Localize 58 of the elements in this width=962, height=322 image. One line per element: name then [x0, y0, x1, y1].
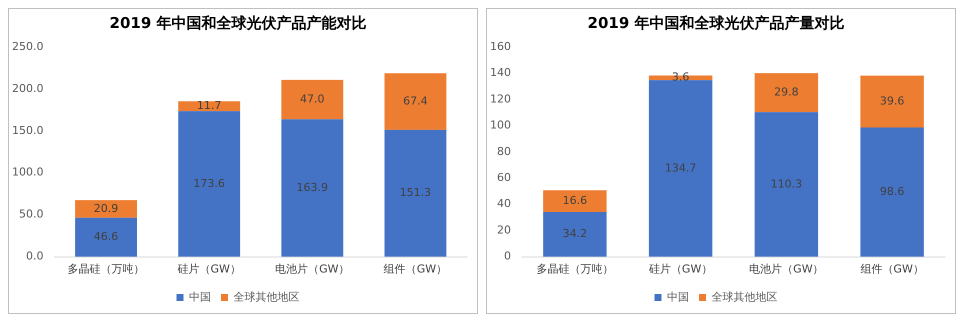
bar	[754, 73, 818, 112]
chart-title: 2019 年中国和全球光伏产品产能对比	[110, 14, 366, 32]
x-tick-label: 电池片（GW）	[749, 262, 824, 276]
x-tick-label: 多晶硅（万吨）	[68, 262, 145, 276]
x-tick-label: 硅片（GW）	[648, 262, 712, 276]
data-label: 34.2	[562, 227, 588, 240]
data-label: 67.4	[403, 94, 428, 108]
data-label: 163.9	[296, 180, 328, 194]
data-label: 134.7	[664, 161, 696, 174]
x-tick-label: 硅片（GW）	[176, 262, 241, 276]
bar	[178, 111, 240, 257]
y-tick-label: 200.0	[12, 82, 44, 95]
bar	[75, 200, 137, 218]
y-tick-label: 100	[490, 118, 511, 132]
legend-label: 中国	[189, 290, 211, 304]
y-tick-label: 120	[490, 92, 511, 106]
y-tick-label: 80	[496, 144, 511, 158]
data-label: 20.9	[94, 202, 118, 215]
bar	[754, 112, 818, 257]
bar	[384, 73, 446, 130]
y-tick-label: 40	[496, 197, 511, 210]
y-tick-label: 20	[496, 223, 511, 236]
data-label: 151.3	[400, 186, 432, 200]
y-tick-label: 140	[490, 66, 511, 80]
bar	[543, 190, 607, 212]
y-tick-label: 100.0	[12, 166, 44, 179]
y-tick-label: 250.0	[12, 40, 44, 53]
x-tick-label: 电池片（GW）	[275, 262, 350, 276]
bar	[860, 76, 924, 128]
data-label: 11.7	[196, 99, 222, 112]
data-label: 39.6	[880, 94, 904, 108]
x-tick-label: 多晶硅（万吨）	[536, 262, 614, 276]
legend-label: 中国	[667, 290, 689, 304]
data-label: 110.3	[770, 177, 802, 190]
bar	[543, 212, 607, 257]
legend-label: 全球其他地区	[712, 290, 778, 304]
bar	[75, 218, 137, 257]
data-label: 47.0	[300, 92, 325, 106]
x-tick-label: 组件（GW）	[860, 262, 924, 276]
y-tick-label: 0	[504, 250, 511, 263]
y-tick-label: 0.0	[26, 250, 44, 263]
bar	[281, 119, 344, 257]
data-label: 98.6	[880, 185, 904, 198]
bar	[648, 80, 712, 257]
x-tick-label: 组件（GW）	[384, 262, 448, 276]
legend-label: 全球其他地区	[234, 290, 300, 304]
data-label: 173.6	[193, 176, 225, 190]
y-tick-label: 60	[496, 170, 511, 184]
chart-title: 2019 年中国和全球光伏产品产量对比	[588, 14, 844, 32]
y-tick-label: 160	[490, 40, 511, 53]
bar	[384, 130, 446, 257]
data-label: 16.6	[562, 194, 588, 207]
y-tick-label: 50.0	[18, 208, 44, 221]
data-label: 29.8	[774, 85, 799, 98]
bar	[281, 80, 344, 120]
data-label: 46.6	[94, 230, 118, 244]
y-tick-label: 150.0	[12, 124, 44, 137]
bar	[860, 128, 924, 257]
